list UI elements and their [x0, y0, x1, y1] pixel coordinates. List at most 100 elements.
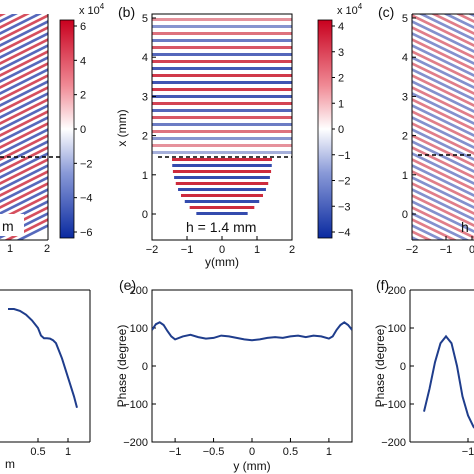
wave-stripe	[412, 62, 474, 95]
wave-stripe	[412, 266, 474, 299]
colorbar-tick-label: −2	[80, 158, 93, 170]
wave-stripe	[412, 122, 474, 155]
panel-b: (b) h = 1.4 mm 5 4 3 2 1 0 −2 −1 0 1 2 x (mm) y(m…	[115, 2, 363, 269]
wave-stripe	[0, 188, 48, 215]
wave-stripe	[412, 74, 474, 107]
panel-b-letter: (b)	[118, 4, 135, 20]
wave-stripe	[412, 254, 474, 287]
x-tick-label: 0	[219, 244, 225, 256]
wave-stripe	[152, 137, 292, 140]
x-tick-label: −0.5	[203, 446, 225, 458]
wave-stripe	[412, 68, 474, 101]
y-tick-label: 3	[142, 91, 148, 103]
x-tick-label: 1	[254, 244, 260, 256]
x-tick-label: −1	[462, 446, 474, 458]
wave-stripe	[0, 74, 48, 101]
wave-stripe	[0, 38, 48, 65]
x-tick-label: 1	[65, 446, 71, 458]
wave-stripe	[0, 176, 48, 203]
wave-stripe	[412, 38, 474, 71]
panel-e-x-axis-label: y (mm)	[233, 459, 270, 473]
wave-stripe	[0, 122, 48, 149]
wave-stripe	[412, 128, 474, 161]
wave-stripe	[0, 110, 48, 137]
wave-stripe	[412, 116, 474, 149]
wave-stripe	[0, 146, 48, 173]
panel-b-colorbar	[317, 19, 333, 239]
wave-stripe	[0, 128, 48, 155]
wave-stripe	[174, 176, 270, 179]
colorbar-tick-label: 3	[338, 47, 344, 59]
wave-stripe	[180, 194, 264, 197]
wave-stripe	[0, 164, 48, 191]
wave-stripe	[412, 152, 474, 185]
wave-stripe	[175, 182, 269, 185]
wave-stripe	[0, 152, 48, 179]
panel-e-y-axis-label: Phase (degree)	[115, 325, 129, 408]
wave-stripe	[412, 110, 474, 143]
y-tick-label: −100	[381, 399, 406, 411]
wave-stripe	[412, 32, 474, 65]
wave-stripe	[152, 123, 292, 126]
x-tick-label: 2	[289, 244, 295, 256]
y-tick-label: −200	[381, 437, 406, 449]
wave-stripe	[0, 92, 48, 119]
panel-d: 0.5 1 m	[0, 289, 91, 471]
wave-stripe	[0, 14, 6, 17]
wave-stripe	[467, 14, 474, 17]
panel-d-series-line	[8, 308, 78, 409]
panel-b-x-ticks: −2 −1 0 1 2	[146, 236, 295, 256]
wave-stripe	[412, 104, 474, 137]
panel-e-x-ticks: −1 −0.5 0 0.5 1	[169, 438, 332, 458]
wave-stripe	[412, 188, 474, 221]
wave-stripe	[0, 170, 48, 197]
wave-stripe	[152, 67, 292, 70]
wave-stripe	[412, 230, 433, 240]
panel-c-annotation: h	[461, 219, 469, 235]
panel-a-colorbar-ticks: 6 4 2 0 −2 −4 −6	[74, 21, 93, 239]
colorbar-tick-label: −1	[338, 150, 351, 162]
x-tick-label: −1	[169, 446, 182, 458]
wave-stripe	[412, 14, 474, 47]
panel-b-colorbar-ticks: 4 3 2 1 0 −1 −2 −3 −4	[332, 21, 351, 239]
y-tick-label: 200	[130, 285, 148, 297]
wave-stripe	[178, 188, 266, 191]
panel-b-x-axis-label: y(mm)	[205, 255, 239, 269]
y-tick-label: 200	[388, 285, 406, 297]
wave-stripe	[152, 74, 292, 77]
panel-a-x-tick: 2	[44, 243, 50, 255]
y-tick-label: 4	[402, 52, 408, 64]
colorbar-tick-label: 4	[338, 21, 344, 33]
wave-stripe	[189, 206, 255, 209]
wave-stripe	[184, 200, 260, 203]
panel-c-letter: (c)	[378, 4, 394, 20]
wave-stripe	[152, 151, 292, 154]
colorbar-tick-label: 4	[80, 55, 86, 67]
y-tick-label: 2	[142, 131, 148, 143]
x-tick-label: −2	[146, 244, 159, 256]
panel-b-annotation: h = 1.4 mm	[186, 219, 256, 235]
colorbar-tick-label: 2	[338, 73, 344, 85]
wave-stripe	[152, 53, 292, 56]
panel-a-wave-field	[0, 14, 48, 240]
wave-stripe	[0, 86, 48, 113]
wave-stripe	[152, 46, 292, 49]
wave-stripe	[172, 158, 272, 161]
panel-a-colorbar	[59, 19, 75, 239]
panel-a-label-box	[0, 214, 24, 236]
wave-stripe	[443, 14, 474, 29]
wave-stripe	[412, 92, 474, 125]
wave-stripe	[412, 206, 474, 239]
wave-stripe	[412, 170, 474, 203]
wave-stripe	[0, 14, 18, 23]
wave-stripe	[0, 20, 48, 47]
x-tick-label: −1	[181, 244, 194, 256]
panel-b-colorbar-exponent-label: x 104	[337, 2, 363, 17]
colorbar-tick-label: −3	[338, 201, 351, 213]
y-tick-label: 100	[388, 323, 406, 335]
wave-stripe	[0, 68, 48, 95]
wave-stripe	[412, 182, 474, 215]
wave-stripe	[412, 194, 474, 227]
y-tick-label: 3	[402, 91, 408, 103]
wave-stripe	[152, 102, 292, 105]
